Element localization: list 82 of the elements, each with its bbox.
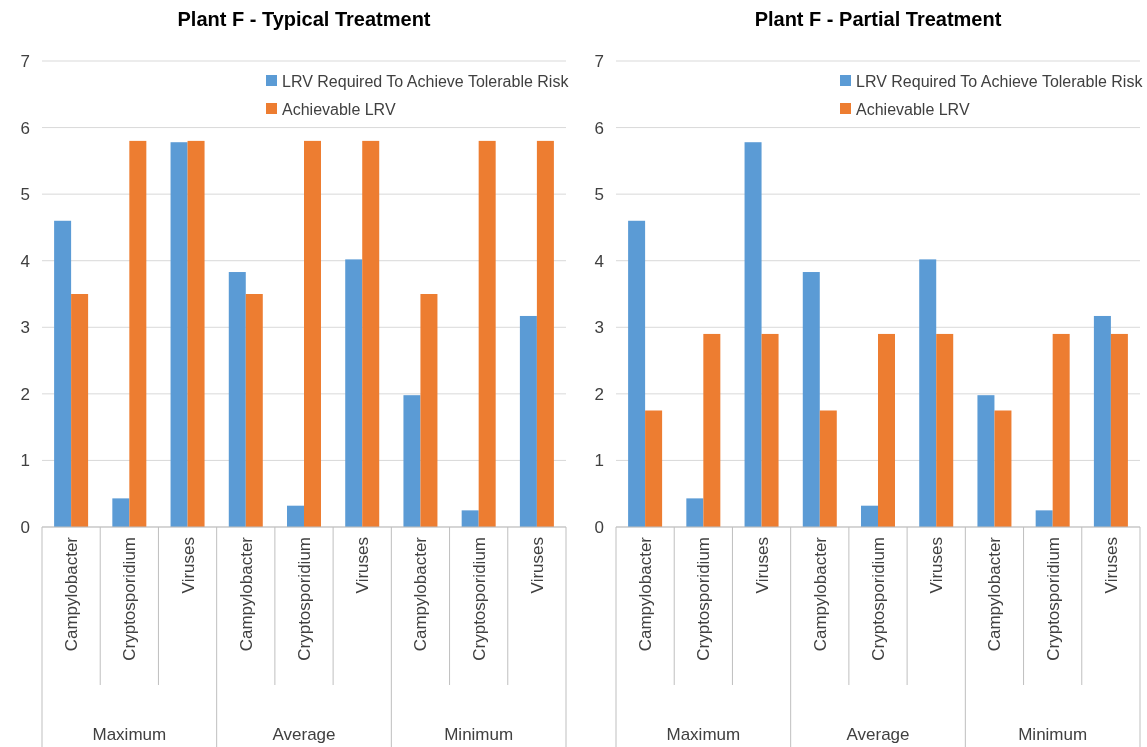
bar <box>994 410 1012 527</box>
bar <box>519 315 537 527</box>
bar <box>403 395 421 527</box>
x-tick-label: Cryptosporidium <box>1043 537 1063 661</box>
bar <box>71 294 89 527</box>
text: Maximum <box>92 725 167 744</box>
x-tick-label: Viruses <box>927 537 947 594</box>
bar <box>420 294 438 527</box>
text: Minimum <box>444 725 514 744</box>
x-tick-label: Viruses <box>752 537 772 594</box>
bar <box>686 498 704 527</box>
y-tick-label: 0 <box>594 517 604 537</box>
x-tick-label: Viruses <box>353 537 373 594</box>
bar <box>362 140 380 527</box>
bar <box>228 272 246 527</box>
bar <box>819 410 837 527</box>
x-tick-label: Viruses <box>1101 537 1121 594</box>
bar <box>461 510 479 527</box>
bar <box>287 505 304 527</box>
text: Maximum <box>666 725 741 744</box>
bar <box>170 142 188 527</box>
y-tick-label: 5 <box>594 185 604 205</box>
y-tick-label: 3 <box>594 318 604 338</box>
bar <box>112 498 130 527</box>
bar <box>977 395 995 527</box>
bar <box>1110 333 1128 527</box>
bar <box>345 259 363 527</box>
y-tick-label: 6 <box>20 118 30 138</box>
x-tick-label: Cryptosporidium <box>294 537 314 661</box>
bar <box>54 220 72 527</box>
chart-title: Plant F - Partial Treatment <box>754 8 1002 30</box>
bar <box>919 259 937 527</box>
x-tick-label: Viruses <box>527 537 547 594</box>
bar <box>878 333 895 527</box>
x-tick-label: Cryptosporidium <box>120 537 140 661</box>
y-tick-label: 7 <box>20 51 30 71</box>
legend-label: LRV Required To Achieve Tolerable Risk <box>856 72 1144 90</box>
legend-label: Achievable LRV <box>856 100 970 118</box>
bar <box>861 505 878 527</box>
x-tick-label: Campylobacter <box>62 536 82 652</box>
x-tick-label: Campylobacter <box>411 536 431 652</box>
bar <box>703 333 721 527</box>
legend-label: Achievable LRV <box>282 100 396 118</box>
y-tick-label: 5 <box>20 185 30 205</box>
legend-label: LRV Required To Achieve Tolerable Risk <box>282 72 570 90</box>
y-tick-label: 7 <box>594 51 604 71</box>
bar <box>536 140 554 527</box>
y-tick-label: 4 <box>594 251 604 271</box>
bar <box>761 333 779 527</box>
y-tick-label: 6 <box>594 118 604 138</box>
y-tick-label: 2 <box>594 384 604 404</box>
bar <box>744 142 762 527</box>
bar <box>304 140 321 527</box>
y-tick-label: 2 <box>20 384 30 404</box>
bar <box>187 140 205 527</box>
text: Average <box>272 725 336 744</box>
x-tick-label: Cryptosporidium <box>694 537 714 661</box>
x-tick-label: Viruses <box>178 537 198 594</box>
bar <box>129 140 147 527</box>
x-tick-label: Campylobacter <box>236 536 256 652</box>
bar <box>1052 333 1070 527</box>
x-tick-label: Campylobacter <box>985 536 1005 652</box>
bar <box>1093 315 1111 527</box>
x-tick-label: Campylobacter <box>810 536 830 652</box>
bar <box>1035 510 1053 527</box>
bar <box>645 410 663 527</box>
bar <box>936 333 954 527</box>
y-tick-label: 1 <box>594 451 604 471</box>
x-tick-label: Campylobacter <box>636 536 656 652</box>
y-tick-label: 4 <box>20 251 30 271</box>
bar <box>802 272 820 527</box>
y-tick-label: 3 <box>20 318 30 338</box>
bar <box>478 140 496 527</box>
text: Average <box>846 725 910 744</box>
text: Minimum <box>1018 725 1088 744</box>
x-tick-label: Cryptosporidium <box>469 537 489 661</box>
bar <box>628 220 646 527</box>
x-tick-label: Cryptosporidium <box>868 537 888 661</box>
chart-title: Plant F - Typical Treatment <box>177 8 431 30</box>
bar <box>245 294 263 527</box>
y-tick-label: 0 <box>20 517 30 537</box>
y-tick-label: 1 <box>20 451 30 471</box>
